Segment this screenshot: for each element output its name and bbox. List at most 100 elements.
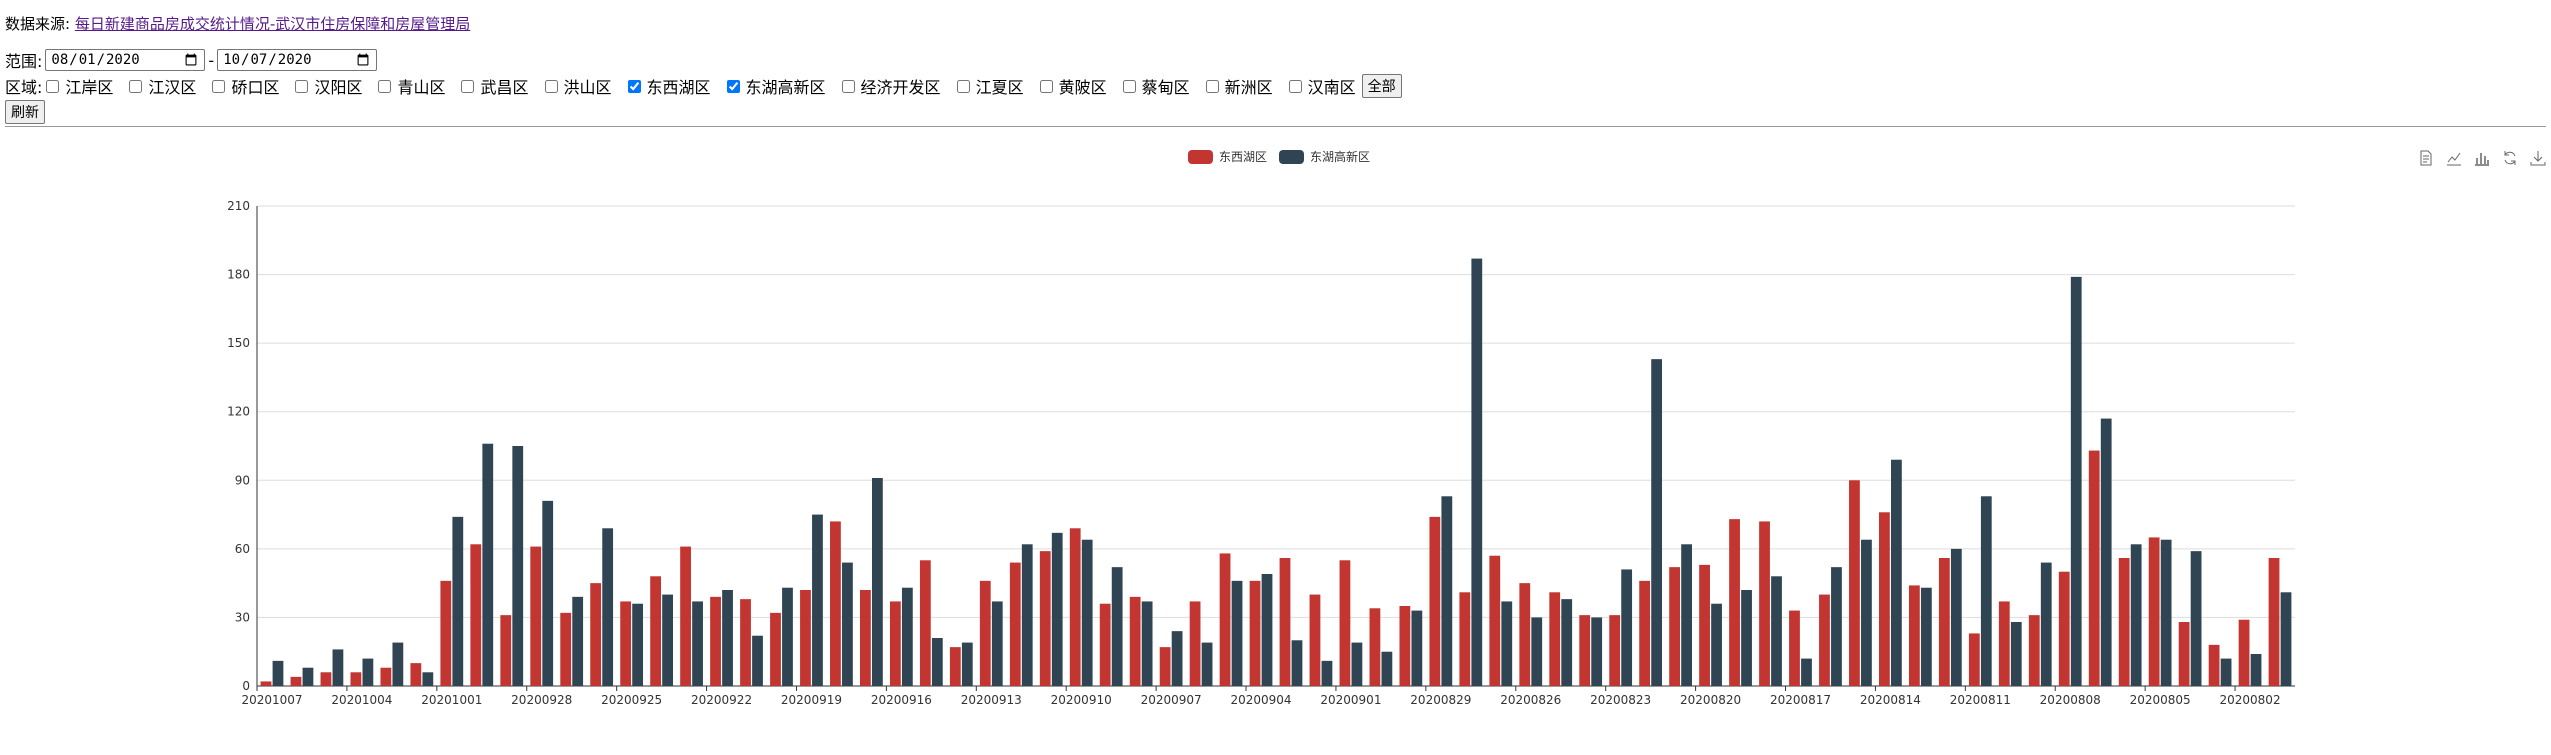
bar-series0: [949, 647, 961, 686]
bar-series0: [290, 676, 302, 686]
district-checkbox[interactable]: [129, 79, 143, 93]
bar-series1: [1561, 599, 1573, 686]
bar-chart-icon[interactable]: [2474, 150, 2490, 166]
district-checkbox[interactable]: [212, 79, 226, 93]
bar-series1: [1890, 459, 1902, 686]
bar-series0: [410, 663, 422, 686]
bar-series1: [1051, 532, 1063, 686]
district-option-label: 江夏区: [975, 78, 1024, 97]
x-tick-label: 20200805: [2130, 693, 2191, 707]
district-checkbox[interactable]: [461, 79, 475, 93]
district-checkbox[interactable]: [1288, 79, 1302, 93]
bar-series0: [680, 546, 691, 686]
bar-series1: [662, 594, 673, 686]
bar-series1: [2100, 418, 2112, 686]
bar-series0: [1369, 608, 1381, 686]
district-option-label: 蔡甸区: [1141, 78, 1190, 97]
bar-series0: [1399, 606, 1411, 686]
district-checkbox[interactable]: [46, 79, 60, 93]
restore-icon[interactable]: [2502, 150, 2518, 166]
bar-series1: [1681, 544, 1692, 686]
bar-series1: [632, 603, 644, 686]
bar-series1: [1861, 539, 1872, 686]
legend-item-series1[interactable]: 东湖高新区: [1279, 148, 1370, 165]
district-checkbox[interactable]: [295, 79, 309, 93]
bar-series1: [812, 514, 823, 686]
bar-series1: [2010, 622, 2022, 686]
bar-series0: [1339, 560, 1351, 686]
bar-series1: [931, 638, 943, 686]
bar-series0: [1789, 610, 1800, 686]
district-option[interactable]: 汉南区: [1279, 74, 1356, 98]
bar-series0: [590, 583, 602, 686]
district-option[interactable]: 东湖高新区: [717, 74, 826, 98]
bar-series0: [1699, 564, 1710, 686]
bar-series1: [752, 635, 763, 686]
bar-series0: [1159, 647, 1171, 686]
district-option[interactable]: 汉阳区: [285, 74, 362, 98]
district-option[interactable]: 洪山区: [535, 74, 612, 98]
bar-series1: [1141, 601, 1153, 686]
bar-series1: [1381, 651, 1393, 686]
save-image-icon[interactable]: [2530, 150, 2546, 166]
district-option[interactable]: 新洲区: [1196, 74, 1273, 98]
refresh-button[interactable]: 刷新: [5, 100, 45, 124]
bar-series1: [961, 642, 973, 686]
select-all-button[interactable]: 全部: [1361, 74, 1402, 98]
district-checkbox[interactable]: [1205, 79, 1219, 93]
district-option[interactable]: 江岸区: [42, 74, 113, 98]
district-option[interactable]: 蔡甸区: [1113, 74, 1190, 98]
bar-series1: [1831, 567, 1842, 686]
district-option[interactable]: 江汉区: [119, 74, 196, 98]
district-checkbox[interactable]: [544, 79, 558, 93]
bar-series0: [1729, 519, 1740, 686]
data-source-link[interactable]: 每日新建商品房成交统计情况-武汉市住房保障和房屋管理局: [74, 15, 471, 33]
district-option[interactable]: 经济开发区: [832, 74, 941, 98]
district-option[interactable]: 黄陂区: [1030, 74, 1107, 98]
district-checkbox[interactable]: [841, 79, 855, 93]
y-tick-label: 180: [227, 268, 250, 282]
bar-series1: [2190, 551, 2202, 686]
district-checkbox[interactable]: [1122, 79, 1136, 93]
district-checkbox[interactable]: [956, 79, 970, 93]
start-date-input[interactable]: [45, 49, 206, 71]
bar-series0: [1968, 633, 1980, 686]
data-view-icon[interactable]: [2418, 150, 2434, 166]
bar-series0: [1669, 567, 1681, 686]
bar-series0: [2148, 537, 2160, 686]
x-tick-label: 20200814: [1860, 693, 1921, 707]
district-checkbox[interactable]: [378, 79, 392, 93]
bar-series1: [1231, 580, 1243, 686]
x-tick-label: 20200802: [2220, 693, 2281, 707]
bar-series1: [1920, 587, 1932, 686]
district-option[interactable]: 江夏区: [947, 74, 1024, 98]
bar-series1: [572, 596, 584, 686]
bar-series0: [1908, 585, 1920, 686]
bar-series1: [871, 478, 883, 686]
district-option-label: 硚口区: [231, 78, 280, 97]
bar-series1: [302, 667, 314, 686]
bar-series1: [2160, 539, 2172, 686]
district-option[interactable]: 东西湖区: [618, 74, 711, 98]
x-tick-label: 20200808: [2040, 693, 2101, 707]
y-tick-label: 120: [227, 405, 250, 419]
district-filter: 区域: 江岸区 江汉区 硚口区 汉阳区 青山区 武昌区 洪山区 东西湖区 东湖高新区 经济开发区 江…: [5, 74, 1402, 98]
bar-series1: [1651, 359, 1663, 686]
legend-item-series0[interactable]: 东西湖区: [1188, 148, 1267, 165]
district-option-label: 洪山区: [563, 78, 612, 97]
district-option[interactable]: 硚口区: [202, 74, 279, 98]
bar-series0: [1489, 555, 1501, 686]
bar-series0: [1009, 562, 1021, 686]
end-date-input[interactable]: [217, 49, 378, 71]
district-checkbox[interactable]: [726, 79, 740, 93]
bar-series1: [991, 601, 1003, 686]
district-option-label: 武昌区: [480, 78, 529, 97]
district-checkbox[interactable]: [1039, 79, 1053, 93]
district-checkbox[interactable]: [627, 79, 641, 93]
bar-series0: [530, 546, 542, 686]
x-tick-label: 20200820: [1680, 693, 1741, 707]
bar-series0: [2208, 644, 2220, 686]
district-option[interactable]: 青山区: [368, 74, 445, 98]
district-option[interactable]: 武昌区: [451, 74, 529, 98]
line-chart-icon[interactable]: [2446, 150, 2462, 166]
